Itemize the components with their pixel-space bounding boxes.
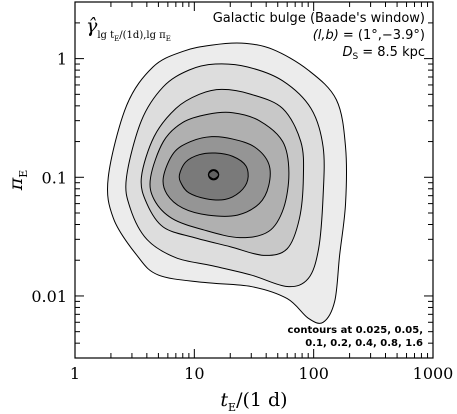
plot-frame [74, 1, 434, 359]
title-symbol-sub2: E [114, 35, 119, 43]
x-tick-label: 1 [70, 364, 80, 383]
annotation-line2: (l,b) = (1°,−3.9°) [313, 28, 425, 43]
title-symbol-main: γ̂ [86, 15, 98, 37]
title-symbol: γ̂lg tE/(1d),lg πE [86, 15, 171, 43]
contour-note-line2: 0.1, 0.2, 0.4, 0.8, 1.6 [305, 338, 423, 349]
y-tick-label: 1 [57, 50, 67, 69]
annotation-line1: Galactic bulge (Baade's window) [213, 11, 425, 26]
x-tick-label: 1000 [413, 364, 454, 383]
annotation-line3-sub: S [353, 52, 359, 62]
x-tick-label: 100 [298, 364, 329, 383]
title-symbol-sub3: /(1d),lg π [119, 30, 166, 41]
annotation-line2-lhs: (l,b) [313, 28, 339, 43]
x-axis-label-rest: /(1 d) [236, 389, 288, 411]
peak-marker [207, 169, 220, 181]
annotation-line3-lhs: D [343, 45, 353, 60]
y-tick-label: 0.01 [31, 287, 67, 306]
x-axis-label: tE/(1 d) [220, 389, 287, 414]
x-axis-label-main: t [220, 389, 228, 411]
annotation-line2-rhs: = (1°,−3.9°) [343, 28, 425, 43]
annotation-line3: DS = 8.5 kpc [343, 45, 426, 62]
y-tick-label: 0.1 [42, 168, 67, 187]
contour-layer [106, 42, 347, 324]
title-symbol-sub4: E [166, 35, 171, 43]
x-axis-label-sub: E [228, 401, 236, 414]
x-tick-label: 10 [184, 364, 204, 383]
y-axis-label-main: π [5, 177, 27, 191]
y-axis-label: πE [5, 170, 30, 192]
title-symbol-sub1: lg t [97, 30, 114, 41]
tick-layer: 1 10 100 1000 0.01 0.1 1 [31, 1, 454, 383]
contour-note-line1: contours at 0.025, 0.05, [288, 325, 423, 336]
y-axis-label-sub: E [17, 170, 30, 178]
annotation-line3-rhs: = 8.5 kpc [362, 45, 425, 60]
